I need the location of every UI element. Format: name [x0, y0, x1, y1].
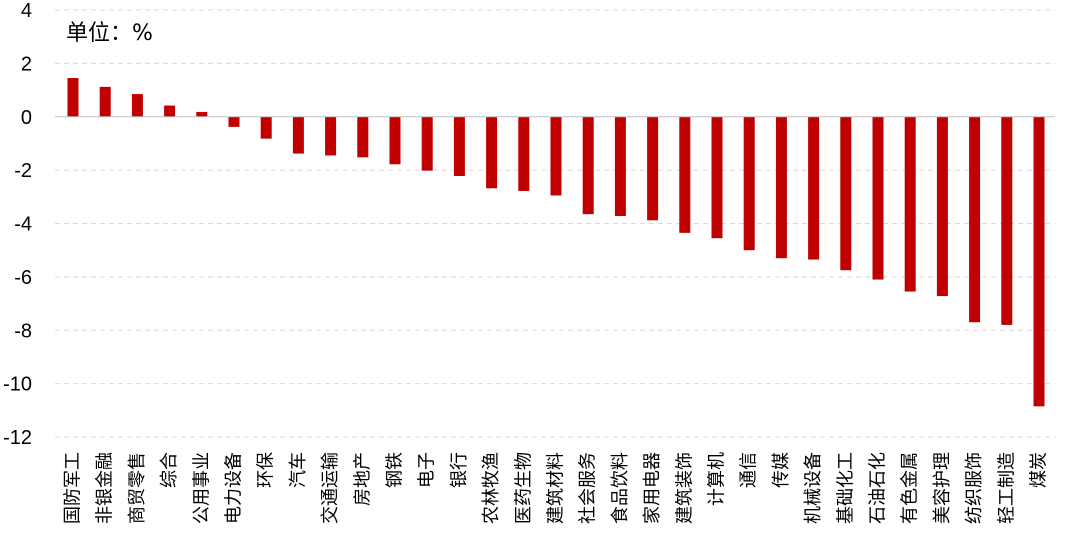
- x-tick-label: 农林牧渔: [481, 452, 502, 524]
- x-tick-label: 综合: [159, 452, 180, 488]
- bar: [1033, 116, 1045, 407]
- bar: [904, 116, 916, 292]
- bar: [325, 116, 337, 156]
- bar: [647, 116, 659, 221]
- x-tick-label: 电子: [417, 452, 438, 488]
- bar: [453, 116, 465, 176]
- x-tick-label: 医药生物: [513, 452, 534, 524]
- bar: [775, 116, 787, 259]
- bar: [389, 116, 401, 165]
- bar: [1001, 116, 1013, 325]
- x-tick-label: 传媒: [771, 452, 792, 488]
- gridlines: [55, 9, 1055, 438]
- x-tick-label: 基础化工: [835, 452, 856, 524]
- y-tick-label: 2: [21, 53, 32, 75]
- bar: [67, 78, 79, 117]
- bars: [67, 78, 1045, 407]
- x-tick-label: 建筑材料: [546, 452, 567, 524]
- x-tick-label: 汽车: [288, 452, 309, 488]
- x-tick-label: 通信: [739, 452, 760, 488]
- bar: [872, 116, 884, 280]
- bar: [808, 116, 820, 260]
- x-tick-label: 商贸零售: [127, 452, 148, 524]
- x-tick-label: 机械设备: [803, 452, 824, 524]
- x-tick-label: 公用事业: [191, 452, 212, 524]
- x-tick-label: 国防军工: [63, 452, 84, 524]
- y-tick-label: -4: [14, 214, 32, 236]
- x-tick-label: 环保: [256, 452, 277, 488]
- x-tick-label: 钢铁: [385, 452, 406, 488]
- x-tick-label: 美容护理: [932, 452, 953, 524]
- y-tick-label: 0: [21, 107, 32, 129]
- bar: [164, 105, 176, 117]
- bar: [357, 116, 369, 158]
- x-tick-label: 交通运输: [320, 452, 341, 524]
- bar: [614, 116, 626, 217]
- y-tick-label: -12: [3, 427, 32, 449]
- x-tick-label: 建筑装饰: [674, 452, 695, 524]
- bar: [711, 116, 723, 239]
- bar: [969, 116, 981, 323]
- bar: [196, 111, 208, 117]
- bar: [518, 116, 530, 191]
- x-tick-label: 煤炭: [1029, 452, 1050, 488]
- y-tick-label: -8: [14, 320, 32, 342]
- bar: [99, 86, 111, 117]
- y-tick-label: -2: [14, 160, 32, 182]
- y-tick-label: -10: [3, 374, 32, 396]
- y-tick-label: 4: [21, 0, 32, 22]
- bar: [421, 116, 433, 171]
- bar: [936, 116, 948, 297]
- x-tick-label: 石油石化: [868, 452, 889, 524]
- x-tick-label: 社会服务: [578, 452, 599, 524]
- bar: [743, 116, 755, 251]
- x-tick-label: 计算机: [707, 452, 728, 506]
- x-tick-label: 有色金属: [900, 452, 921, 524]
- bar: [228, 116, 240, 127]
- bar: [550, 116, 562, 196]
- bar: [131, 94, 143, 117]
- x-tick-label: 非银金融: [95, 452, 116, 524]
- x-tick-label: 电力设备: [224, 452, 245, 524]
- bar: [486, 116, 498, 189]
- bar: [582, 116, 594, 215]
- x-tick-label: 纺织服饰: [964, 452, 985, 524]
- bar: [260, 116, 272, 139]
- x-axis-labels: 国防军工 非银金融 商贸零售 综合 公用事业 电力设备 环保 汽车 交通运输 房地产 钢铁 电子 银行农…: [63, 452, 1050, 524]
- bar: [679, 116, 691, 233]
- x-tick-label: 家用电器: [642, 452, 663, 524]
- x-tick-label: 银行: [449, 452, 470, 488]
- y-axis-ticks: 4 2 0 -2 -4 -6 -8 -10 -12: [3, 0, 32, 449]
- unit-label: 单位：%: [66, 21, 153, 46]
- y-tick-label: -6: [14, 267, 32, 289]
- bar: [292, 116, 304, 154]
- x-tick-label: 食品饮料: [610, 452, 631, 524]
- bar: [840, 116, 852, 271]
- x-tick-label: 轻工制造: [996, 452, 1017, 524]
- x-tick-label: 房地产: [352, 452, 373, 506]
